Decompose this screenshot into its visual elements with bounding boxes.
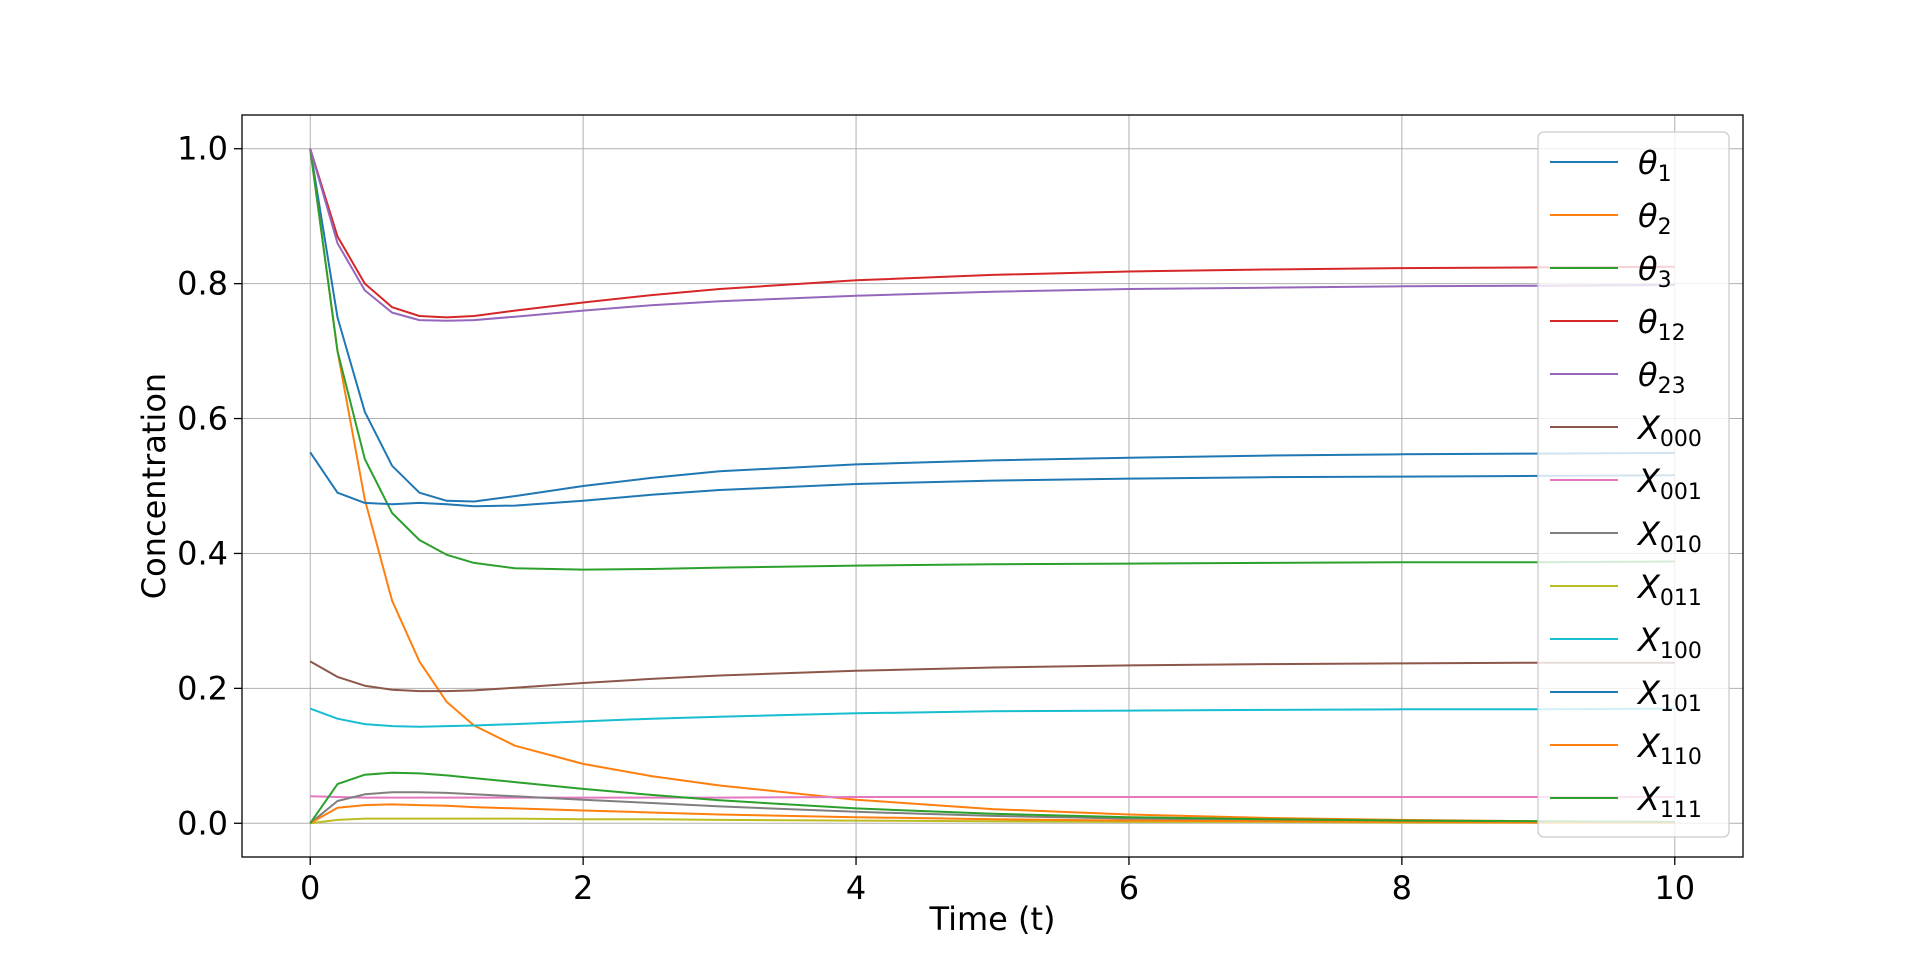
legend-label: X111 (1636, 780, 1702, 823)
legend-label: X101 (1636, 674, 1702, 717)
legend-label: θ12 (1638, 303, 1686, 346)
x-tick-label: 10 (1654, 869, 1695, 907)
y-tick-label: 0.8 (177, 265, 228, 303)
series-lines (309, 148, 1675, 825)
legend-label: θ3 (1638, 250, 1672, 293)
series-line-101 (309, 451, 1675, 508)
x-tick-label: 2 (573, 869, 593, 907)
legend-box (1537, 131, 1730, 838)
series-line-110 (309, 803, 1675, 825)
grid (242, 115, 1743, 857)
y-tick-label: 0.0 (177, 804, 228, 842)
legend-label: θ23 (1638, 356, 1686, 399)
y-axis-label: Concentration (135, 373, 173, 599)
y-tick-label: 0.4 (177, 534, 228, 572)
legend-label: θ1 (1638, 144, 1672, 187)
x-tick-label: 0 (300, 869, 320, 907)
legend-label: X011 (1636, 568, 1702, 611)
series-line-12 (309, 148, 1675, 319)
legend-label: X110 (1636, 727, 1702, 770)
x-axis-label: Time (t) (929, 900, 1056, 938)
legend-label: X001 (1636, 462, 1702, 505)
legend-label: X010 (1636, 515, 1702, 558)
series-line-1 (309, 148, 1675, 503)
series-line-100 (309, 707, 1675, 728)
series-line-001 (310, 795, 1675, 799)
plot-frame (241, 114, 1744, 858)
axis-ticks: 0 2 4 6 8 10 0.0 0.2 0.4 0.6 0.8 1.0 (177, 130, 1695, 907)
x-tick-label: 4 (846, 869, 866, 907)
series-line-000 (309, 660, 1675, 693)
legend: θ1 θ2 θ3 θ12 θ23 X000 X001 X010 X011 X100 X101 X110… (1537, 131, 1730, 838)
series-line-111 (309, 771, 1675, 824)
x-tick-label: 6 (1119, 869, 1139, 907)
legend-label: θ2 (1638, 197, 1672, 240)
legend-label: X100 (1636, 621, 1702, 664)
series-line-2 (309, 148, 1675, 823)
x-tick-label: 8 (1392, 869, 1412, 907)
y-tick-label: 1.0 (177, 130, 228, 168)
y-tick-label: 0.2 (177, 669, 228, 707)
y-tick-label: 0.6 (177, 400, 228, 438)
legend-label: X000 (1636, 409, 1702, 452)
series-line-23 (309, 148, 1675, 322)
